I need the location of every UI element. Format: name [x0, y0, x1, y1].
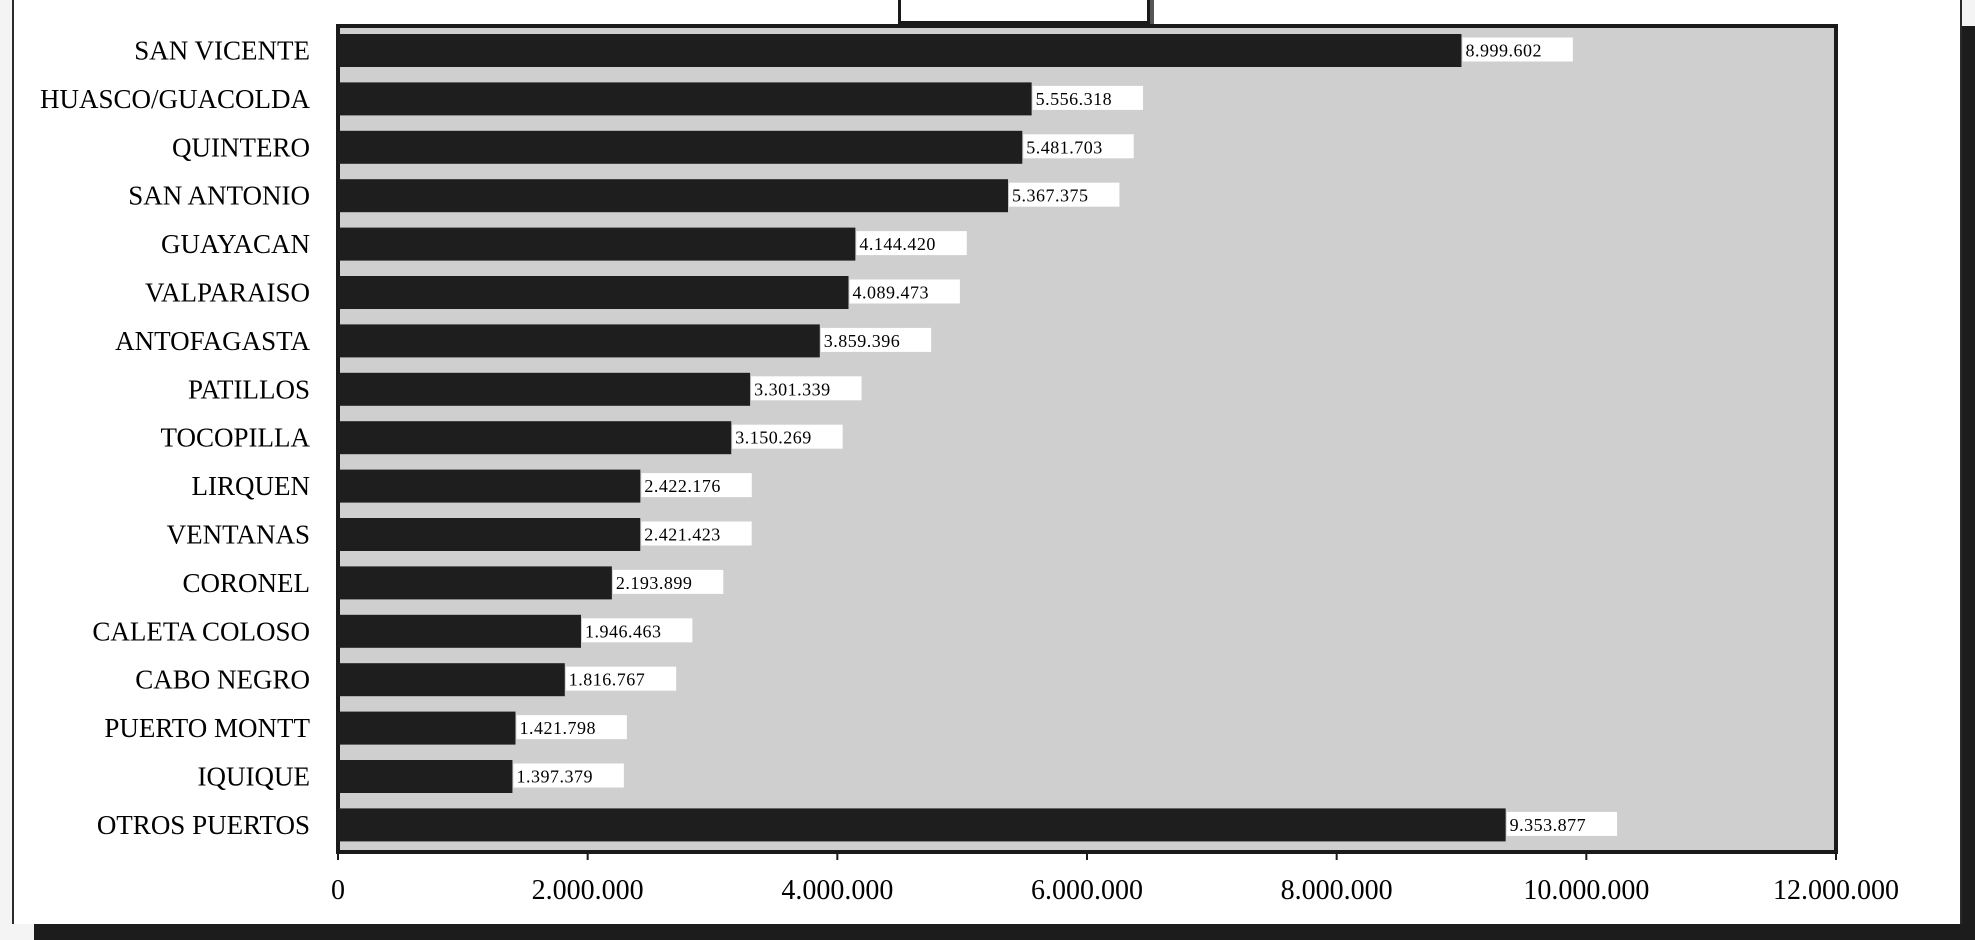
x-axis: 0 2.000.000 4.000.000 6.000.000 8.000.000 10.… — [331, 850, 1899, 906]
data-label: 5.367.375 — [1012, 186, 1089, 206]
data-label-box — [612, 569, 724, 594]
category-label: SAN ANTONIO — [128, 181, 310, 211]
bar — [338, 179, 1009, 213]
data-label: 5.481.703 — [1026, 137, 1103, 157]
data-label-box — [641, 473, 752, 498]
data-label: 1.421.798 — [519, 718, 596, 738]
data-label-box — [856, 231, 967, 256]
data-label: 9.353.877 — [1510, 815, 1587, 835]
data-label-box — [849, 279, 960, 304]
data-label: 3.150.269 — [735, 428, 812, 448]
x-tick-label: 0 — [331, 875, 345, 906]
category-label: VALPARAISO — [145, 278, 310, 308]
bar — [338, 372, 751, 406]
data-label: 2.422.176 — [644, 476, 721, 496]
bar — [338, 227, 856, 261]
data-label-box — [1023, 134, 1134, 159]
category-label: VENTANAS — [167, 520, 310, 550]
category-label: ANTOFAGASTA — [115, 326, 310, 356]
data-label: 2.193.899 — [616, 573, 693, 593]
category-label: CORONEL — [183, 568, 311, 598]
category-label: QUINTERO — [172, 132, 310, 162]
data-label: 4.089.473 — [853, 283, 930, 303]
data-label: 3.859.396 — [824, 331, 901, 351]
data-label: 8.999.602 — [1465, 41, 1542, 61]
data-label: 5.556.318 — [1036, 89, 1113, 109]
x-tick-label: 2.000.000 — [532, 875, 644, 906]
data-label: 1.816.767 — [569, 670, 646, 690]
bar — [338, 614, 581, 648]
data-label-box — [581, 618, 693, 643]
bar — [338, 663, 565, 697]
data-label-box — [820, 327, 932, 352]
data-label: 1.397.379 — [516, 767, 593, 787]
category-label: IQUIQUE — [198, 762, 310, 792]
chart-title-box — [898, 0, 1150, 24]
category-label: PUERTO MONTT — [104, 713, 310, 743]
data-label-box — [516, 715, 627, 740]
bar — [338, 518, 641, 551]
category-label: OTROS PUERTOS — [97, 810, 310, 840]
x-tick-label: 6.000.000 — [1031, 875, 1143, 906]
data-label-box — [641, 521, 752, 546]
bar — [338, 324, 820, 358]
data-label-box — [1462, 37, 1573, 62]
data-label-box — [1009, 182, 1120, 207]
category-label: SAN VICENTE — [134, 36, 310, 66]
x-tick-label: 12.000.000 — [1773, 875, 1899, 906]
data-label: 4.144.420 — [859, 234, 936, 254]
x-tick-label: 10.000.000 — [1523, 875, 1649, 906]
category-label: CALETA COLOSO — [92, 616, 310, 646]
value-labels: 8.999.602 5.556.318 5.481.703 5.367.375 4.14… — [513, 37, 1618, 836]
bar — [338, 469, 641, 503]
category-label: CABO NEGRO — [135, 665, 310, 695]
data-label-box — [732, 424, 843, 449]
data-label-box — [513, 763, 624, 788]
bar — [338, 34, 1462, 67]
bar — [338, 130, 1023, 164]
data-label: 3.301.339 — [754, 379, 831, 399]
category-label: TOCOPILLA — [160, 423, 310, 453]
data-label-box — [1506, 811, 1618, 836]
category-label: GUAYACAN — [161, 229, 310, 259]
data-label-box — [565, 666, 677, 691]
x-tick-label: 8.000.000 — [1281, 875, 1393, 906]
bar — [338, 276, 849, 309]
category-label: HUASCO/GUACOLDA — [40, 84, 311, 114]
bar — [338, 421, 732, 455]
category-label: PATILLOS — [188, 374, 310, 404]
data-label: 1.946.463 — [585, 621, 662, 641]
bar — [338, 808, 1506, 842]
category-labels: SAN VICENTE HUASCO/GUACOLDA QUINTERO SAN AN… — [40, 36, 311, 840]
category-label: LIRQUEN — [192, 471, 310, 501]
data-label-box — [751, 376, 862, 401]
data-label: 2.421.423 — [644, 525, 721, 545]
bars-layer — [338, 34, 1506, 842]
x-tick-label: 4.000.000 — [781, 875, 893, 906]
bar — [338, 711, 516, 745]
bar — [338, 760, 513, 793]
bar — [338, 82, 1032, 116]
data-label-box — [1032, 85, 1144, 110]
bar — [338, 566, 612, 600]
